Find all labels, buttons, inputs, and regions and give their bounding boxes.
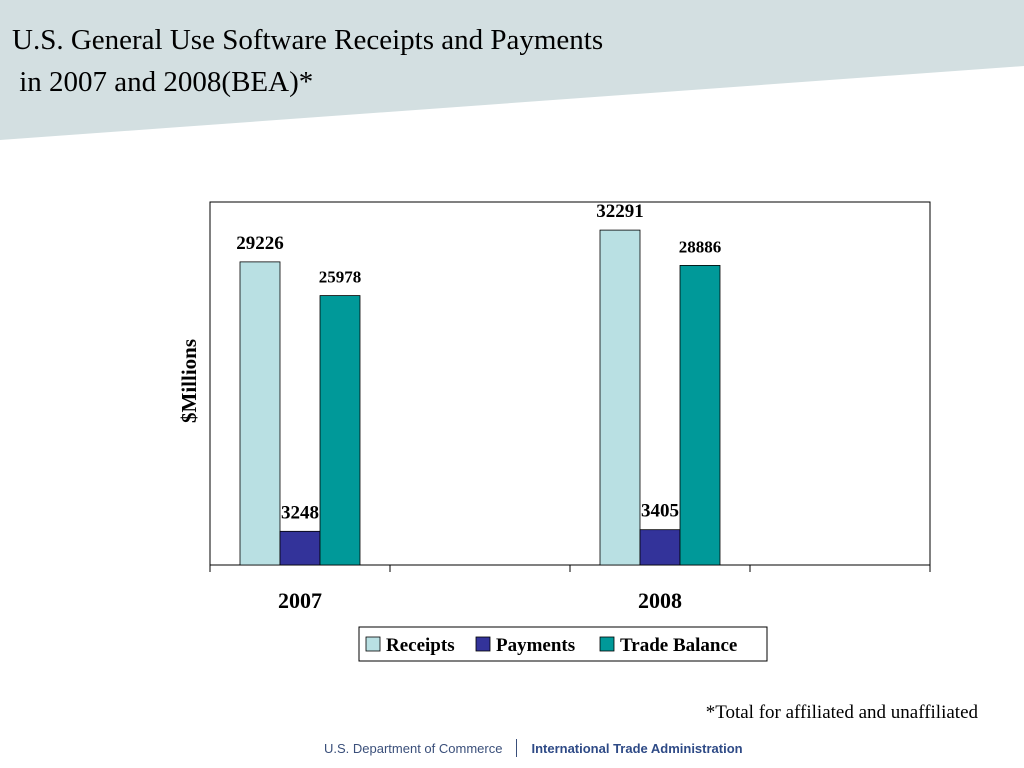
data-label: 25978 bbox=[319, 268, 362, 287]
footer-divider bbox=[516, 739, 518, 757]
footer-department: U.S. Department of Commerce bbox=[324, 740, 503, 756]
data-label: 32291 bbox=[596, 201, 644, 222]
bar-receipts-2008 bbox=[599, 229, 641, 566]
legend-label: Trade Balance bbox=[620, 635, 737, 656]
legend-label: Receipts bbox=[386, 635, 455, 656]
footnote: *Total for affiliated and unaffiliated bbox=[705, 702, 978, 723]
legend-label: Payments bbox=[496, 635, 575, 656]
x-tick-label: 2008 bbox=[638, 588, 682, 613]
data-label: 3248 bbox=[281, 502, 319, 523]
bar-receipts-2007 bbox=[239, 261, 281, 566]
header-band bbox=[0, 0, 1024, 140]
legend-swatch-trade-balance bbox=[599, 636, 615, 652]
bar-trade-balance-2008 bbox=[679, 265, 721, 566]
slide-title-line-2: in 2007 and 2008(BEA)* bbox=[12, 66, 314, 98]
footer-agency: International Trade Administration bbox=[531, 740, 743, 756]
slide-title-line-1: U.S. General Use Software Receipts and P… bbox=[12, 24, 604, 56]
legend bbox=[358, 626, 768, 662]
data-label: 28886 bbox=[679, 237, 722, 256]
data-label: 3405 bbox=[641, 501, 679, 522]
legend-swatch-payments bbox=[475, 636, 491, 652]
y-axis-label: $Millions bbox=[177, 339, 201, 423]
data-label: 29226 bbox=[236, 233, 284, 254]
bar-payments-2008 bbox=[639, 529, 681, 566]
legend-swatch-receipts bbox=[365, 636, 381, 652]
bar-payments-2007 bbox=[279, 530, 321, 566]
bar-trade-balance-2007 bbox=[319, 295, 361, 566]
x-tick-label: 2007 bbox=[278, 588, 322, 613]
footer: U.S. Department of Commerce Internationa… bbox=[324, 739, 743, 757]
